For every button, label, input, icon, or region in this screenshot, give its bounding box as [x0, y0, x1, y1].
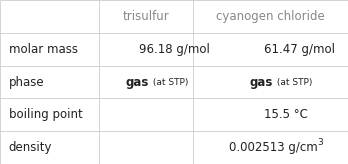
Text: density: density	[9, 141, 52, 154]
Text: gas: gas	[250, 75, 273, 89]
Text: trisulfur: trisulfur	[123, 10, 169, 23]
Text: cyanogen chloride: cyanogen chloride	[216, 10, 325, 23]
Text: (at STP): (at STP)	[274, 78, 313, 86]
Text: 15.5 °C: 15.5 °C	[264, 108, 308, 121]
Text: 96.18 g/mol: 96.18 g/mol	[139, 43, 210, 56]
Text: 0.002513 g/cm: 0.002513 g/cm	[229, 141, 318, 154]
Text: (at STP): (at STP)	[150, 78, 188, 86]
Text: 61.47 g/mol: 61.47 g/mol	[264, 43, 335, 56]
Text: phase: phase	[9, 75, 44, 89]
Text: boiling point: boiling point	[9, 108, 82, 121]
Text: gas: gas	[125, 75, 149, 89]
Text: molar mass: molar mass	[9, 43, 78, 56]
Text: 3: 3	[317, 138, 323, 147]
